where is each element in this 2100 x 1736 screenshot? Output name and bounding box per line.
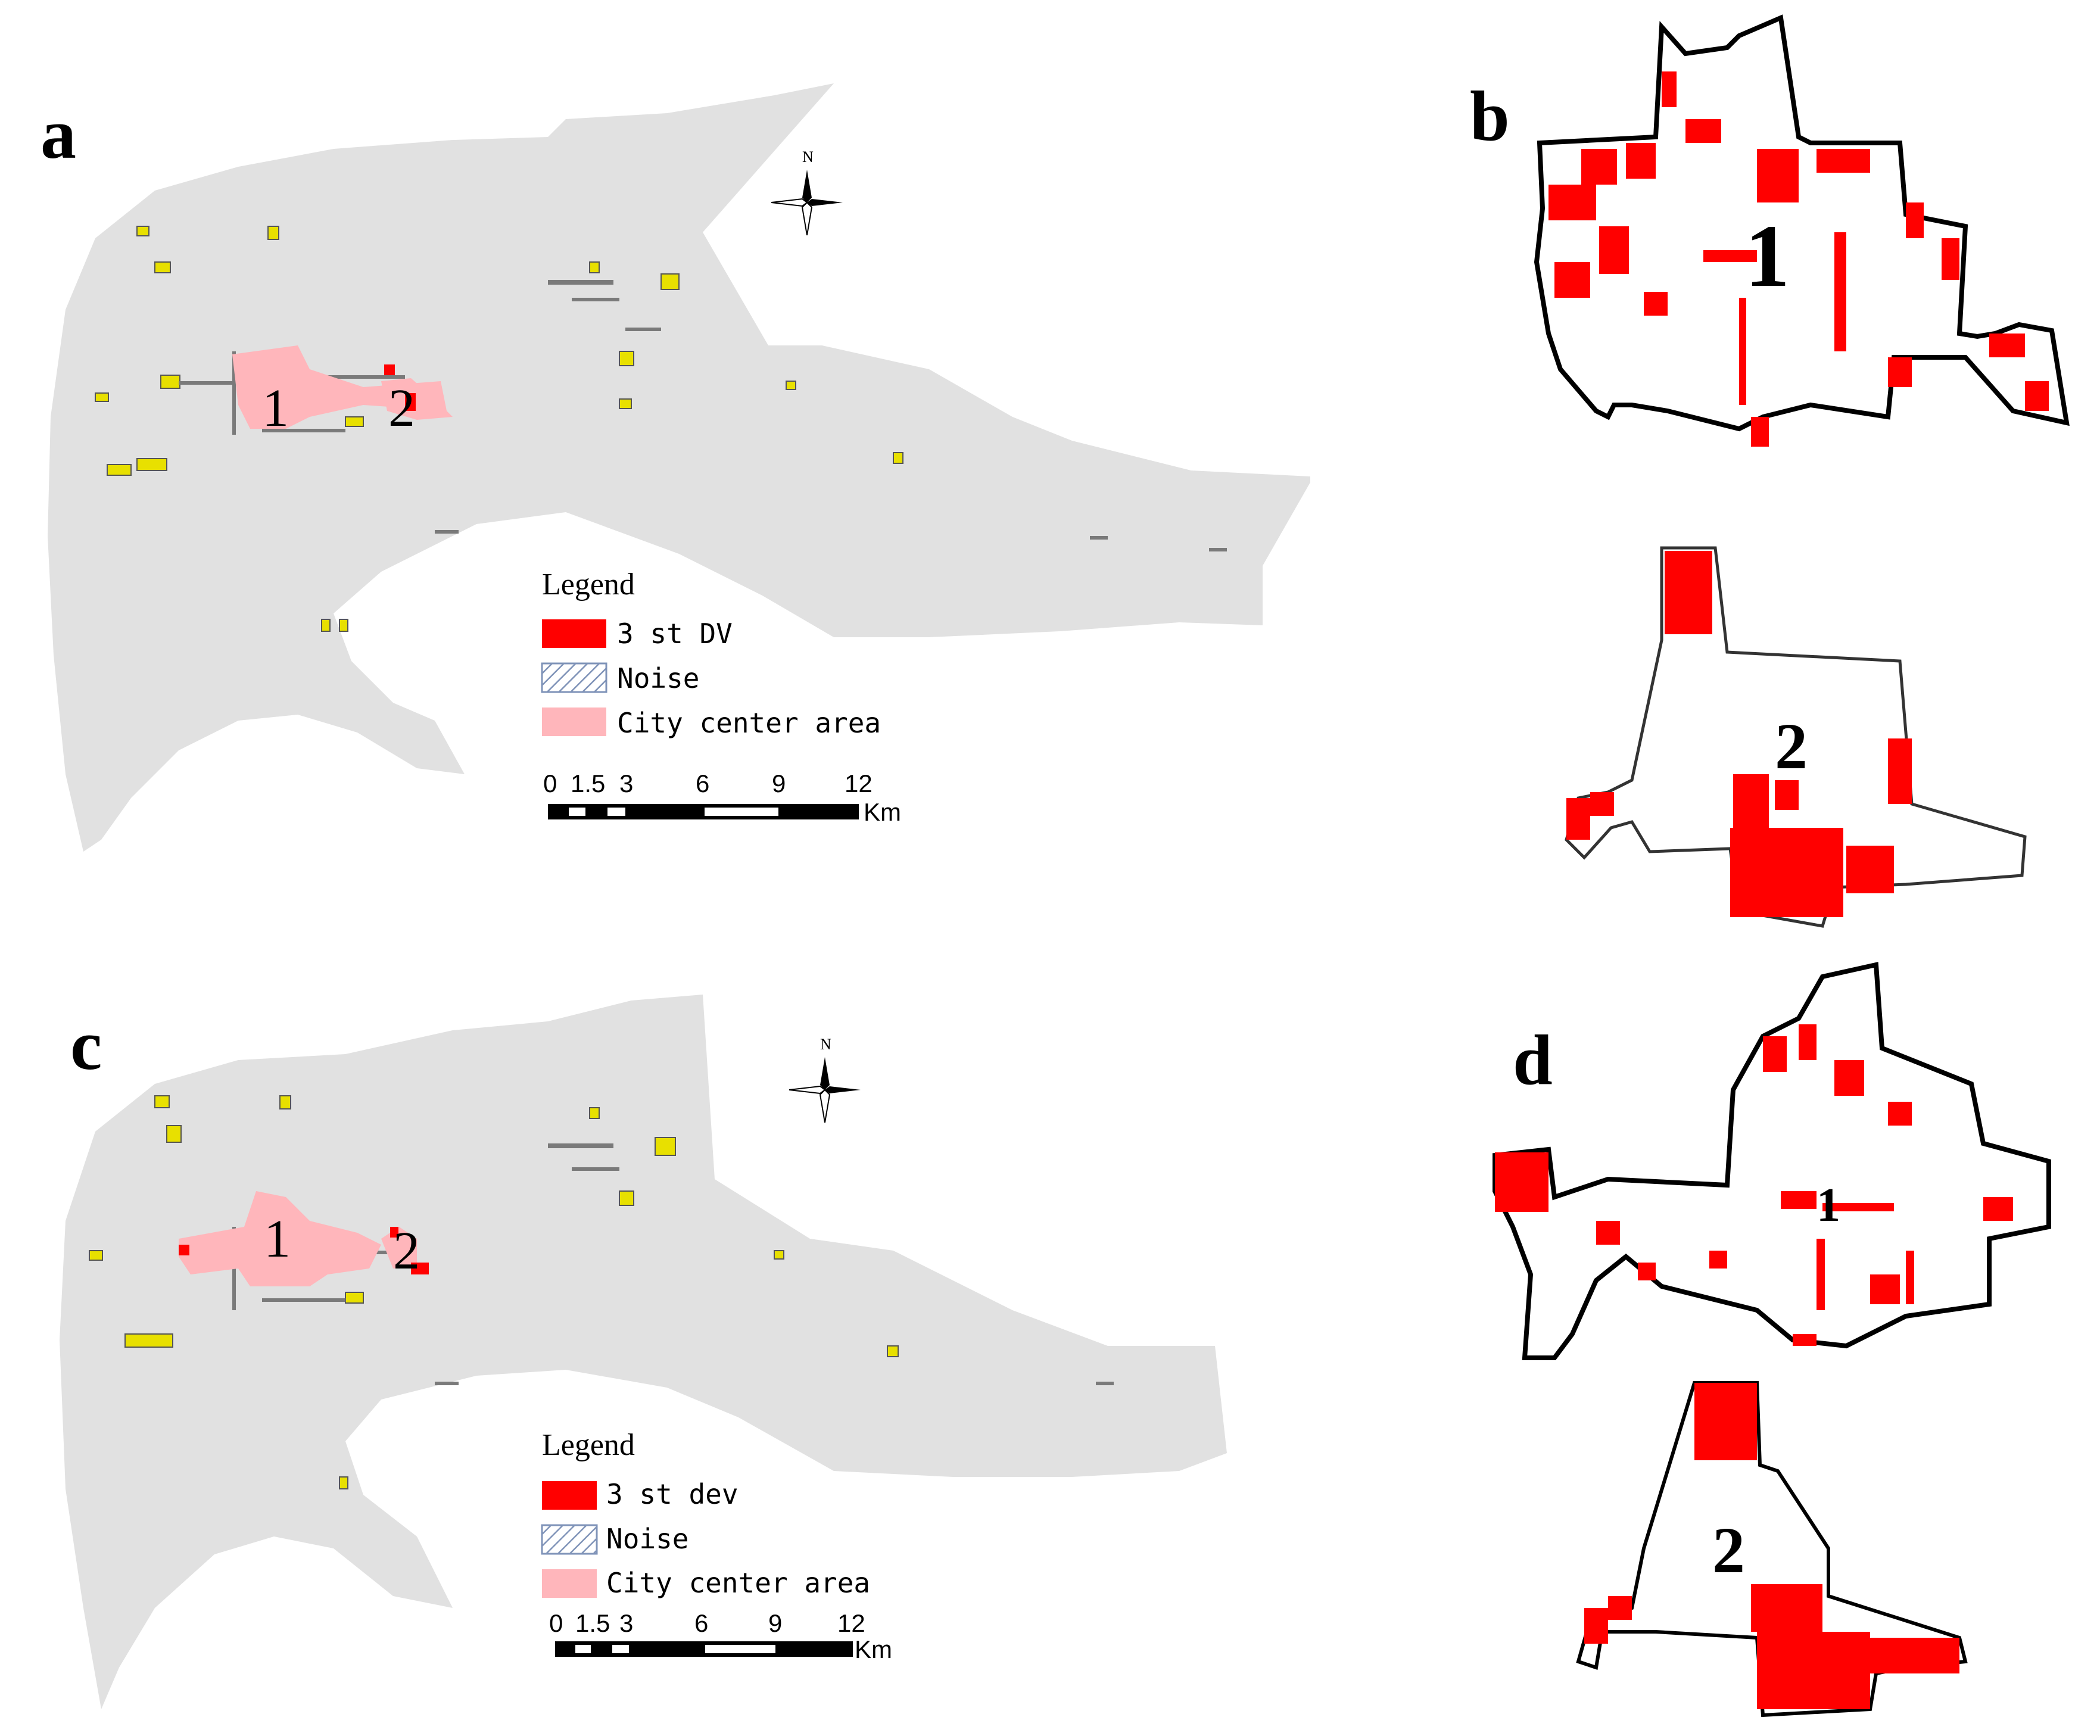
svg-text:12: 12 (837, 1609, 865, 1637)
panel-c-map: 1 2 (60, 995, 1227, 1709)
dv-cluster-2b (405, 393, 416, 411)
svg-text:6: 6 (696, 769, 709, 797)
panel-label-a: a (40, 94, 76, 173)
city-center-area-2 (381, 378, 453, 420)
land-mass (48, 83, 1310, 852)
svg-text:12: 12 (845, 769, 873, 797)
legend-item-noise: Noise (617, 662, 699, 694)
dv-cluster-2 (384, 364, 395, 375)
legend-swatch-city (542, 1569, 597, 1598)
north-arrow: N (789, 1036, 861, 1123)
legend-c: Legend 3 st dev Noise City center area (541, 1428, 870, 1599)
legend-swatch-noise (541, 662, 607, 693)
area-label-b2: 2 (1775, 710, 1808, 783)
building-footprints (95, 226, 903, 632)
city-center-area-1 (232, 345, 447, 429)
area-label-d2: 2 (1712, 1514, 1745, 1587)
area-1-red-parcels (1495, 1024, 2013, 1346)
area-label-1: 1 (262, 379, 289, 438)
legend-item-dv: 3 st DV (617, 618, 733, 650)
panel-a-map: 1 2 (48, 83, 1310, 852)
dv-cluster-1 (179, 1245, 189, 1255)
dv-cluster-2 (390, 1227, 398, 1238)
legend-swatch-noise (541, 1524, 598, 1555)
svg-text:Km: Km (864, 798, 901, 826)
scalebar-c: 0 1.5 3 6 9 12 Km (549, 1609, 892, 1663)
svg-text:9: 9 (772, 769, 786, 797)
area-label-2: 2 (388, 379, 415, 438)
svg-text:N: N (802, 148, 814, 166)
area-2-red-parcels (1566, 551, 1912, 917)
north-arrow: N (771, 148, 843, 236)
urban-texture (179, 280, 1227, 551)
area-1-outline (1534, 14, 2070, 432)
legend-swatch-city (542, 708, 606, 736)
legend-item-noise: Noise (606, 1523, 688, 1555)
legend-title: Legend (542, 568, 635, 601)
area-1-red-parcels (1548, 71, 2049, 447)
area-label-2: 2 (393, 1221, 420, 1280)
area-label-1: 1 (264, 1210, 291, 1269)
svg-text:3: 3 (619, 769, 633, 797)
svg-text:1.5: 1.5 (575, 1609, 610, 1637)
scalebar-a: 0 1.5 3 6 9 12 Km (543, 769, 901, 826)
land-mass (60, 995, 1227, 1709)
legend-item-dev: 3 st dev (606, 1478, 739, 1510)
legend-a: Legend 3 st DV Noise City center area (541, 568, 881, 739)
svg-text:Km: Km (855, 1635, 892, 1663)
area-label-b1: 1 (1745, 207, 1790, 306)
legend-swatch-red (542, 1481, 597, 1510)
legend-swatch-red (542, 619, 606, 648)
area-2-red-parcels (1584, 1383, 1959, 1709)
svg-text:0: 0 (549, 1609, 563, 1637)
svg-text:N: N (820, 1036, 831, 1053)
svg-text:9: 9 (768, 1609, 782, 1637)
panel-label-b: b (1470, 76, 1510, 155)
legend-title: Legend (542, 1428, 635, 1462)
legend-item-city: City center area (617, 707, 881, 739)
svg-text:3: 3 (619, 1609, 633, 1637)
area-label-d1: 1 (1817, 1179, 1840, 1232)
panel-label-c: c (70, 1005, 102, 1084)
city-center-area-1 (179, 1191, 381, 1286)
building-footprints (89, 1095, 899, 1489)
svg-text:0: 0 (543, 769, 557, 797)
legend-item-city: City center area (606, 1567, 870, 1599)
dv-cluster-2b (411, 1263, 429, 1274)
area-1-outline (1493, 962, 2051, 1360)
svg-text:6: 6 (694, 1609, 708, 1637)
svg-text:1.5: 1.5 (571, 769, 605, 797)
panel-d-detail: 1 2 (1493, 962, 2051, 1718)
panel-b-detail: 1 2 (1534, 14, 2070, 928)
panel-label-d: d (1513, 1020, 1553, 1099)
